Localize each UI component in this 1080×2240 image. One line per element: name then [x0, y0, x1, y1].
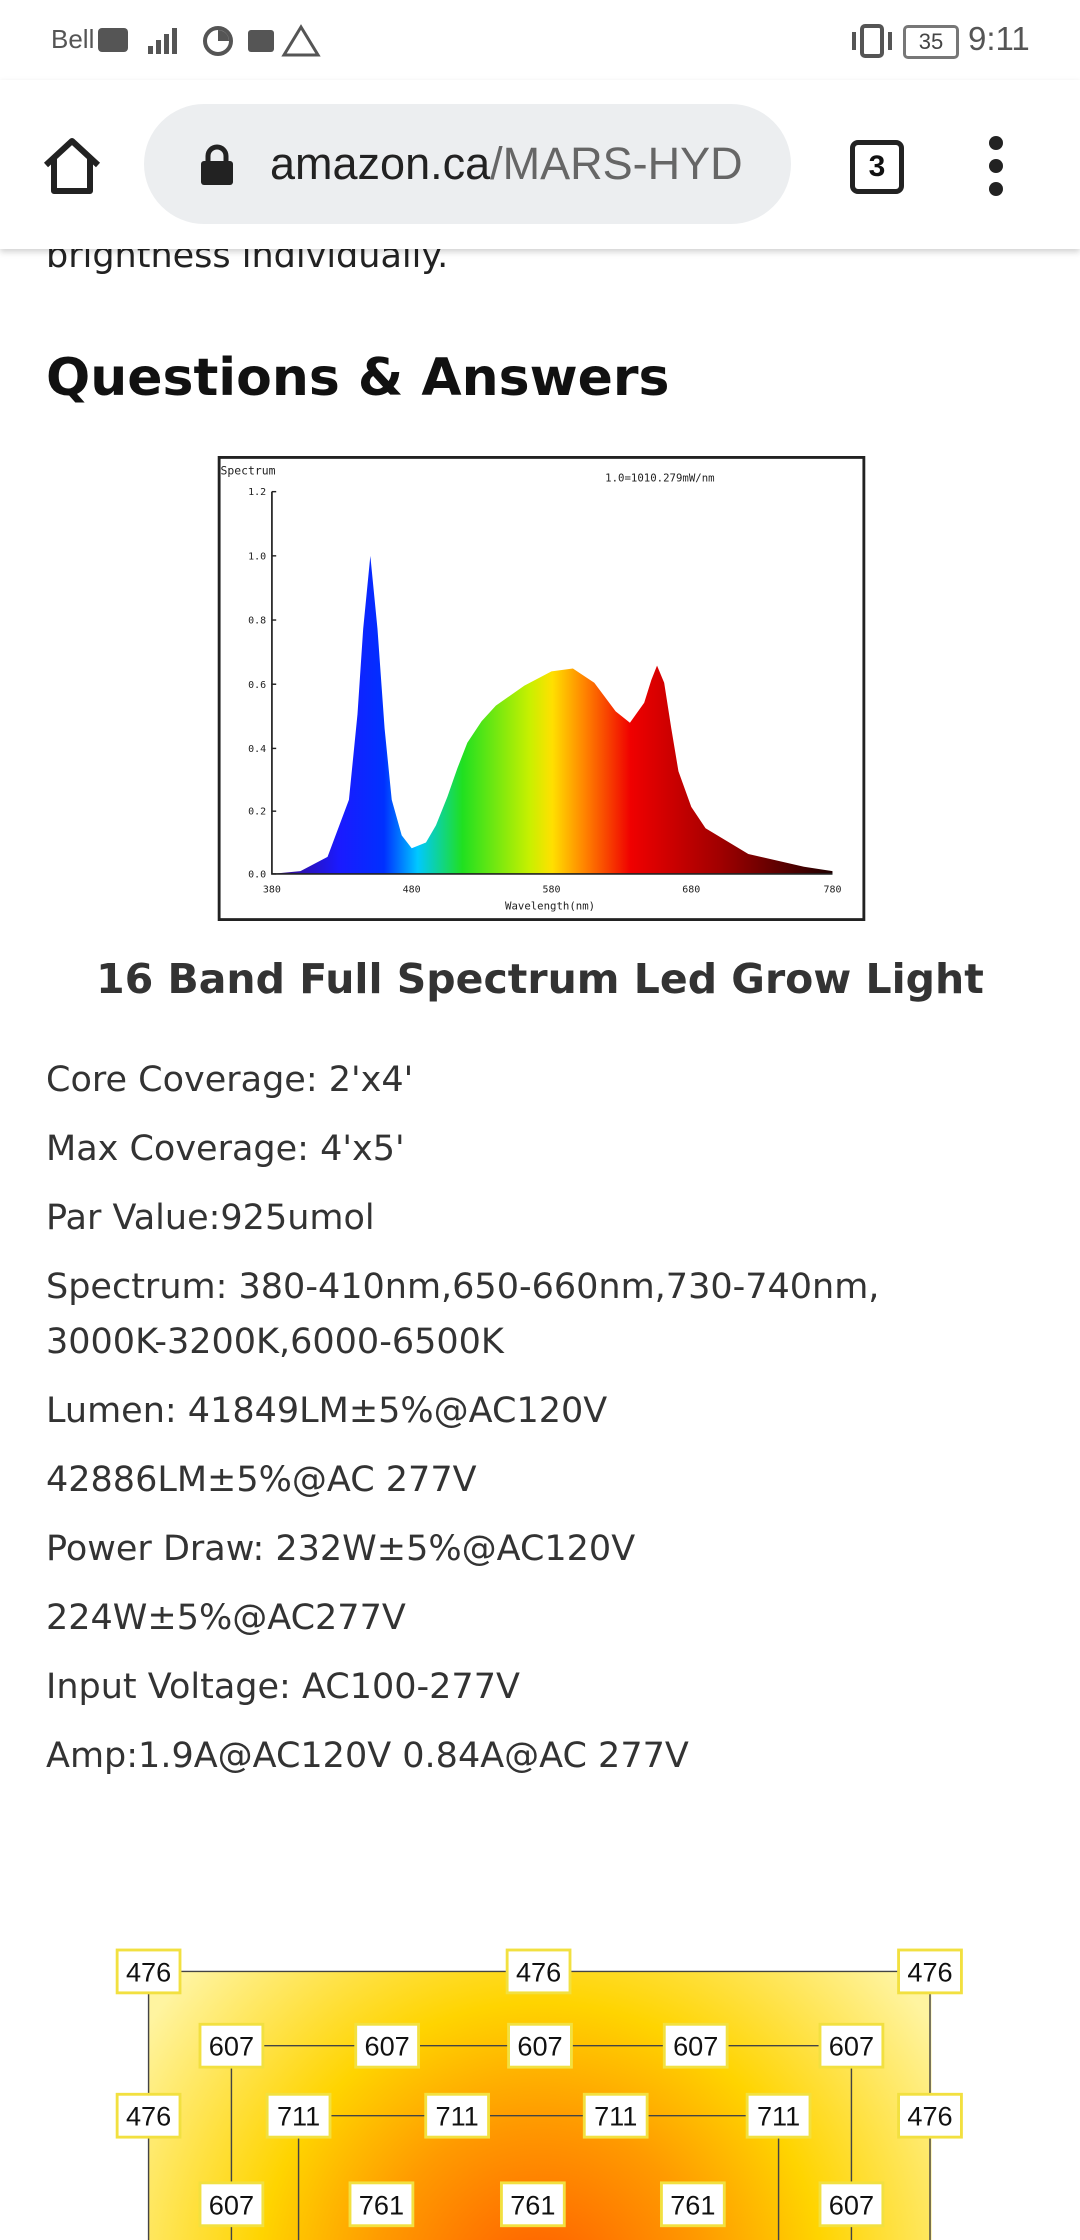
- home-button[interactable]: [40, 135, 104, 197]
- battery: 35: [903, 25, 959, 59]
- par-map: 476 476 476 607 607 607 607 607 476 711 711 711 711 4…: [115, 1948, 963, 2240]
- y-tick-label: 0.8: [248, 616, 266, 627]
- par-value: 711: [277, 2101, 320, 2132]
- par-value: 607: [365, 2031, 410, 2062]
- par-box: [424, 2092, 490, 2139]
- par-value: 476: [907, 1956, 952, 1987]
- spectrum-image: Spectrum 1.0=1010.279mW/nm Wavelength(nm…: [217, 456, 866, 921]
- par-box: [198, 2181, 265, 2228]
- par-box: [818, 2181, 885, 2228]
- spec-line: Amp:1.9A@AC120V 0.84A@AC 277V: [46, 1736, 689, 1776]
- par-value: 476: [516, 1956, 561, 1987]
- par-box: [198, 2022, 265, 2069]
- x-tick-label: 780: [823, 884, 841, 895]
- clock: 9:11: [968, 20, 1030, 57]
- par-value: 476: [126, 1956, 171, 1987]
- par-value: 476: [126, 2101, 171, 2132]
- scale-note: 1.0=1010.279mW/nm: [605, 472, 714, 485]
- section-title: Questions & Answers: [46, 348, 670, 408]
- par-value: 607: [517, 2031, 562, 2062]
- par-box: [582, 2092, 649, 2139]
- tab-switcher[interactable]: 3: [850, 140, 904, 194]
- par-box: [897, 2092, 963, 2139]
- spec-line: Spectrum: 380-410nm,650-660nm,730-740nm,…: [46, 1267, 880, 1362]
- y-tick-label: 0.2: [248, 807, 266, 818]
- status-bar: Bell 35 9:11: [0, 0, 1080, 80]
- par-box: [115, 1948, 182, 1995]
- caption: 16 Band Full Spectrum Led Grow Light: [96, 955, 984, 1003]
- x-tick-label: 580: [542, 884, 560, 895]
- spec-line: Lumen: 41849LM±5%@AC120V: [46, 1391, 608, 1431]
- spectrum-title: Spectrum: [221, 464, 276, 478]
- spec-line: 42886LM±5%@AC 277V: [46, 1460, 477, 1500]
- par-value: 607: [673, 2031, 718, 2062]
- par-box: [660, 2181, 726, 2228]
- spec-line: 224W±5%@AC277V: [46, 1598, 406, 1638]
- par-box: [500, 2181, 566, 2228]
- url-host: amazon.ca: [270, 138, 491, 189]
- address-bar[interactable]: amazon.ca/MARS-HYD: [144, 104, 791, 224]
- par-value: 761: [359, 2189, 404, 2220]
- par-box: [348, 2181, 415, 2228]
- vibrate-icon: [852, 24, 892, 58]
- spec-line: Power Draw: 232W±5%@AC120V: [46, 1529, 636, 1569]
- par-value: 607: [209, 2189, 254, 2220]
- x-tick-label: 680: [682, 884, 700, 895]
- par-box: [818, 2022, 885, 2069]
- par-box: [354, 2022, 420, 2069]
- url: amazon.ca/MARS-HYD: [270, 104, 743, 224]
- par-value: 761: [670, 2189, 715, 2220]
- y-tick-label: 0.6: [248, 680, 266, 691]
- menu-button[interactable]: [980, 135, 1012, 215]
- status-icons: [98, 24, 321, 57]
- par-box: [897, 1948, 963, 1995]
- y-tick-label: 1.0: [248, 551, 266, 562]
- spec-line: Par Value:925umol: [46, 1198, 375, 1238]
- spectrum-curve: [271, 555, 833, 874]
- spec-line: Max Coverage: 4'x5': [46, 1129, 405, 1169]
- par-value: 711: [594, 2101, 637, 2132]
- y-tick-label: 0.0: [248, 869, 266, 880]
- x-axis-label: Wavelength(nm): [505, 900, 595, 913]
- par-value: 607: [829, 2189, 874, 2220]
- par-box: [662, 2022, 729, 2069]
- x-tick-label: 480: [403, 884, 421, 895]
- par-value: 711: [436, 2101, 479, 2132]
- lock-icon: [201, 144, 233, 185]
- par-box: [265, 2092, 332, 2139]
- par-value: 711: [757, 2101, 800, 2132]
- par-box: [115, 2092, 182, 2139]
- carrier: Bell: [51, 24, 95, 54]
- y-tick-label: 0.4: [248, 744, 266, 755]
- spec-line: Input Voltage: AC100-277V: [46, 1667, 520, 1707]
- par-box: [505, 1948, 572, 1995]
- spec-line: Core Coverage: 2'x4': [46, 1060, 414, 1100]
- y-tick-label: 1.2: [248, 487, 266, 498]
- par-value: 607: [829, 2031, 874, 2062]
- par-box: [745, 2092, 812, 2139]
- par-value: 761: [510, 2189, 555, 2220]
- par-value: 607: [209, 2031, 254, 2062]
- x-tick-label: 380: [263, 884, 281, 895]
- url-path: /MARS-HYD: [490, 138, 743, 189]
- par-box: [507, 2022, 573, 2069]
- browser-toolbar: amazon.ca/MARS-HYD 3: [0, 80, 1080, 249]
- par-value: 476: [907, 2101, 952, 2132]
